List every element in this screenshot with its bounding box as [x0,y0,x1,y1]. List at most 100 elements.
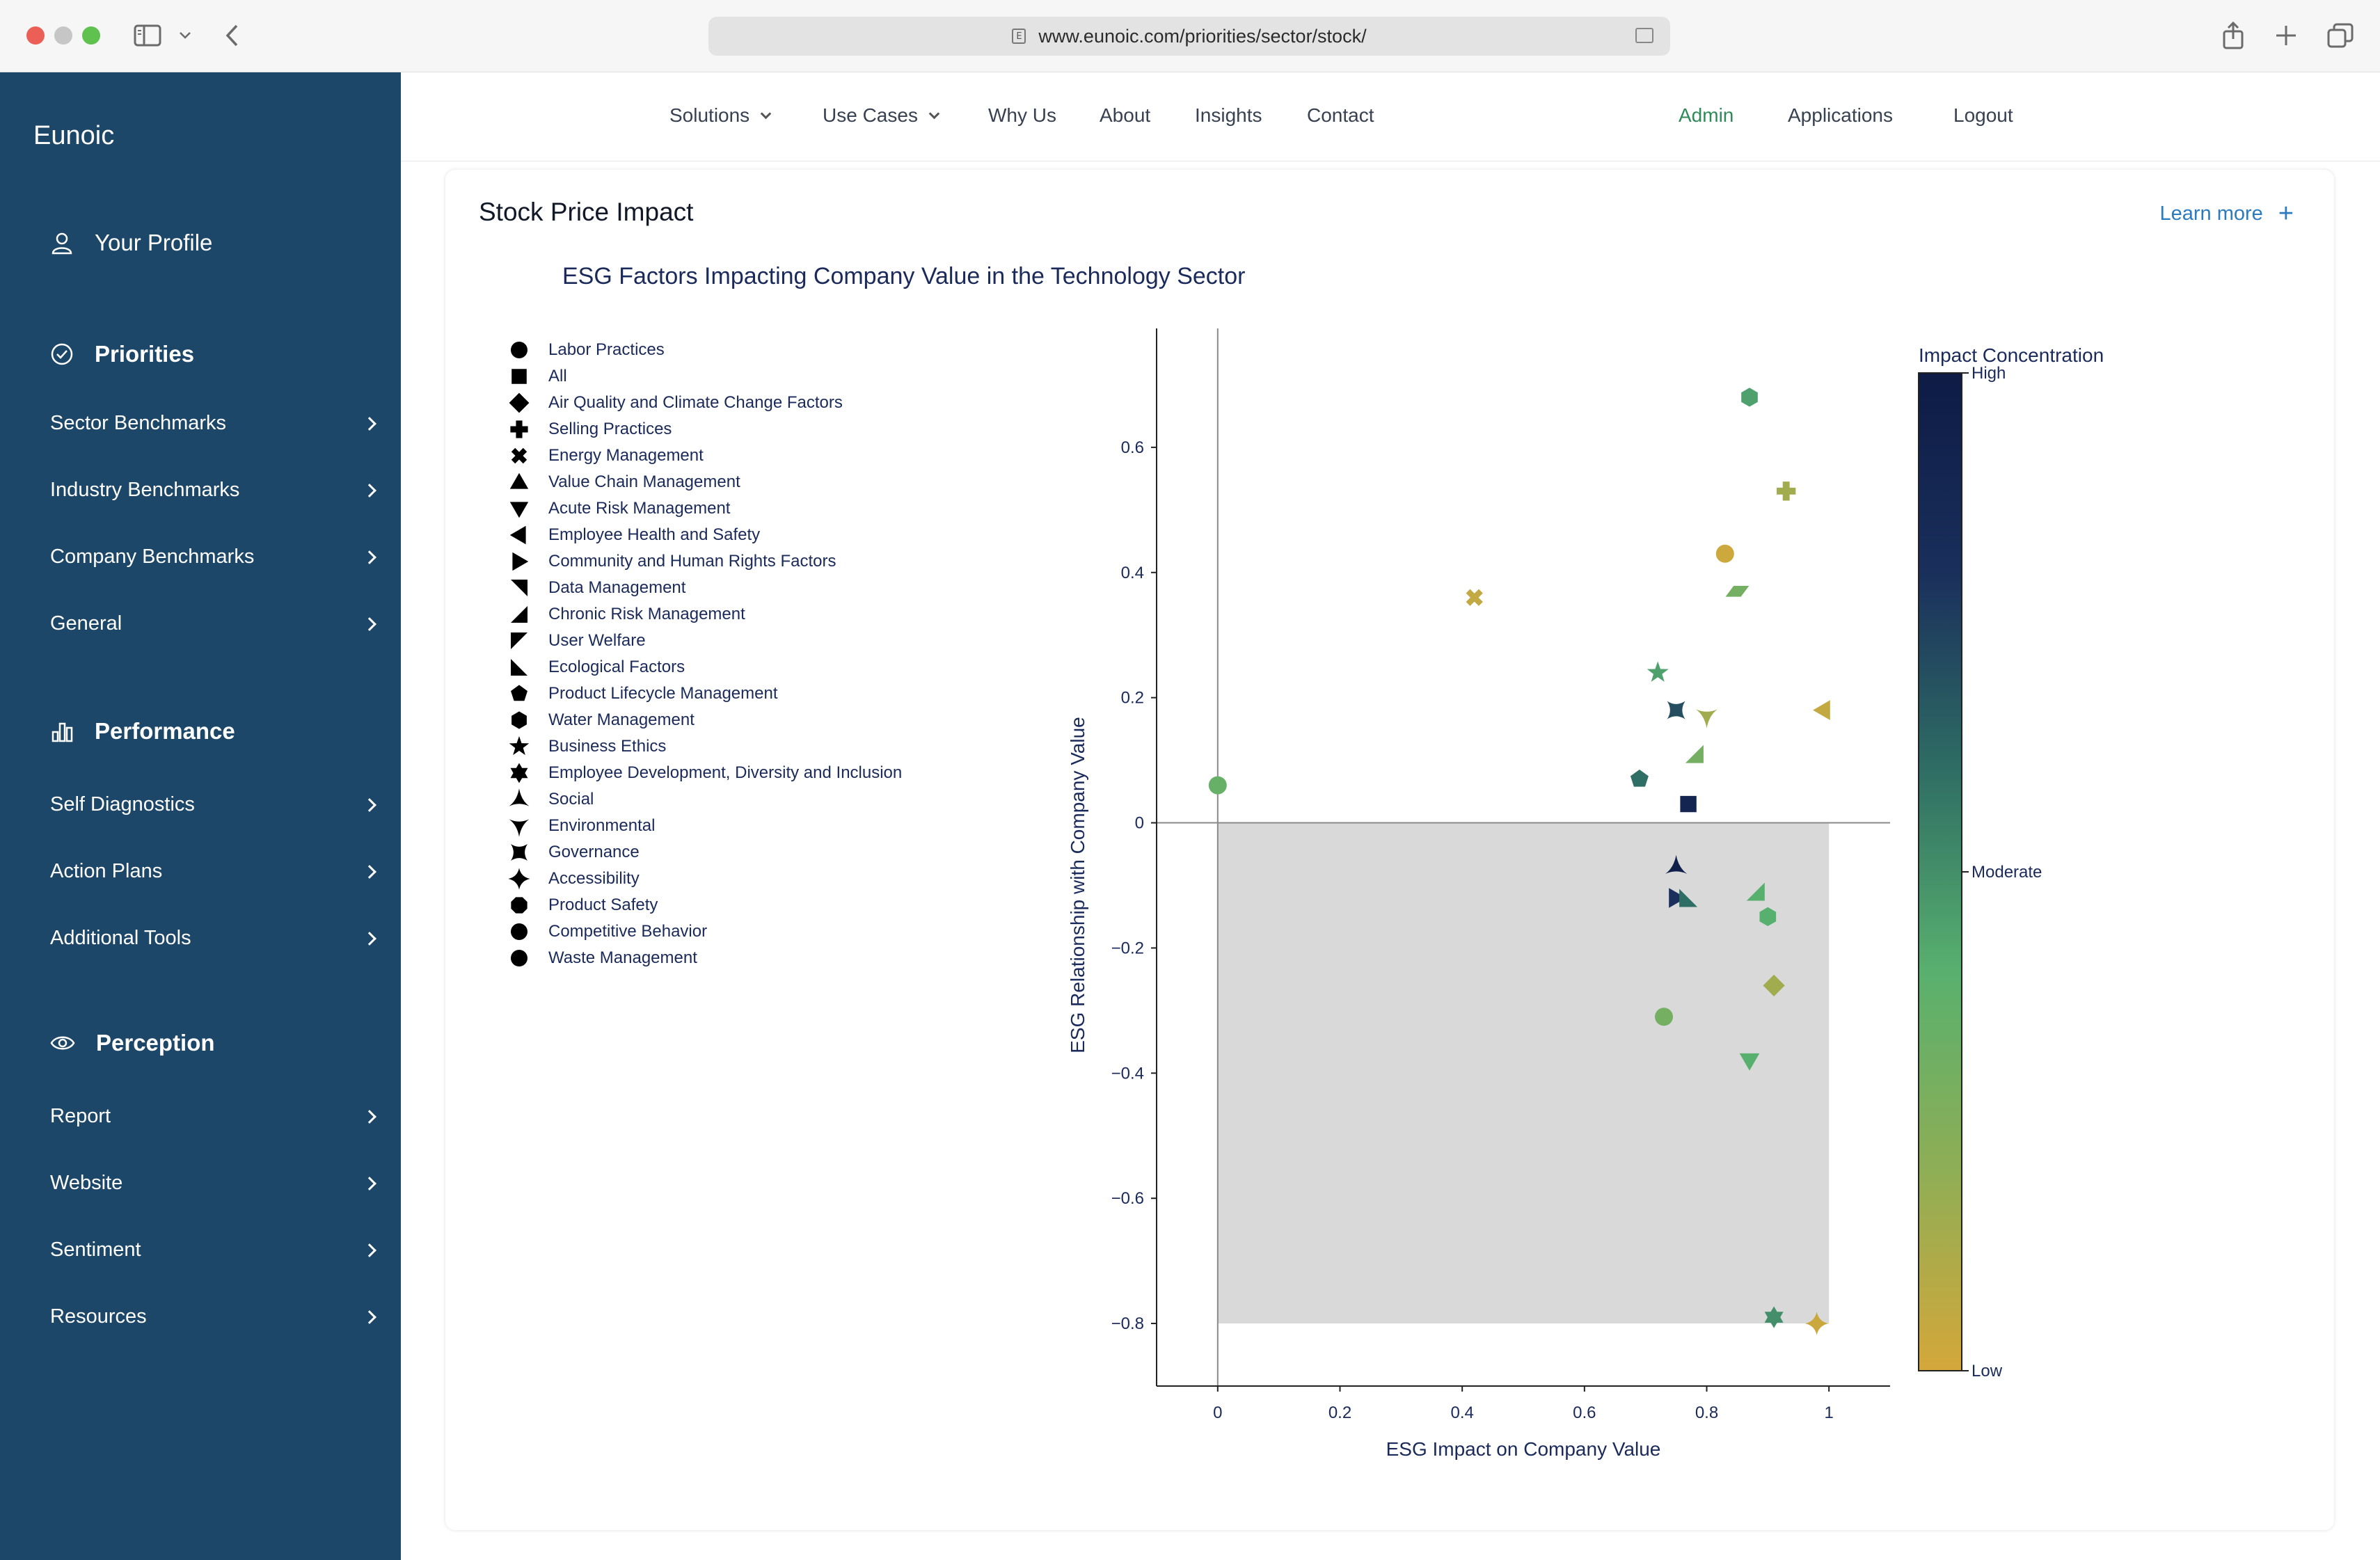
legend-item[interactable]: Air Quality and Climate Change Factors [507,390,843,416]
data-point[interactable] [1739,1053,1760,1071]
sidebar-item-resources[interactable]: Resources [50,1305,381,1328]
sidebar-section-perception[interactable]: Perception [50,1030,215,1056]
sidebar-section-priorities[interactable]: Priorities [50,341,194,367]
close-window-button[interactable] [26,26,45,45]
triangle-sw-marker-icon [511,632,527,649]
nav-solutions[interactable]: Solutions [669,104,772,127]
data-point[interactable] [1679,889,1698,907]
data-point[interactable] [1630,769,1649,787]
data-point[interactable] [1655,1008,1673,1026]
legend-item[interactable]: Environmental [507,813,655,839]
data-point[interactable] [1813,700,1830,720]
legend-label: Product Safety [548,896,658,914]
legend-item[interactable]: Selling Practices [507,416,672,443]
sidebar-item-company-benchmarks[interactable]: Company Benchmarks [50,546,381,568]
sidebar-item-self-diagnostics[interactable]: Self Diagnostics [50,793,381,816]
data-point[interactable] [1741,388,1758,407]
triangle-nw-marker-icon [511,659,527,676]
circle-marker-icon [511,950,527,966]
zoom-window-button[interactable] [82,26,100,45]
nav-logout[interactable]: Logout [1953,104,2013,127]
address-bar[interactable]: E www.eunoic.com/priorities/sector/stock… [708,17,1670,56]
data-point[interactable] [1764,1306,1784,1328]
x-tick-label: 0 [1213,1403,1222,1422]
data-point[interactable] [1665,854,1688,874]
data-point[interactable] [1466,589,1483,606]
legend-label: Selling Practices [548,420,672,438]
data-point[interactable] [1680,795,1697,813]
chevron-down-icon[interactable] [178,18,192,53]
legend-item[interactable]: Social [507,786,594,813]
learn-more-link[interactable]: Learn more + [2159,200,2294,227]
nav-applications[interactable]: Applications [1788,104,1893,127]
back-icon[interactable] [224,18,241,53]
data-point[interactable] [1759,907,1777,927]
data-point[interactable] [1725,586,1750,597]
legend-item[interactable]: Product Lifecycle Management [507,680,778,707]
nav-solutions-label: Solutions [669,104,750,126]
data-point[interactable] [1669,888,1686,908]
legend-item[interactable]: Ecological Factors [507,654,685,680]
data-point[interactable] [1746,882,1765,901]
legend-item[interactable]: Waste Management [507,945,697,971]
sidebar-item-action-plans[interactable]: Action Plans [50,860,381,883]
brand-logo[interactable]: Eunoic [33,121,115,150]
data-point[interactable] [1647,661,1669,682]
sidebar-item-sector-benchmarks[interactable]: Sector Benchmarks [50,412,381,435]
sidebar-item-industry-benchmarks[interactable]: Industry Benchmarks [50,479,381,502]
sidebar-item-website[interactable]: Website [50,1172,381,1195]
nav-why-us[interactable]: Why Us [988,104,1056,127]
data-point[interactable] [1763,974,1785,996]
sidebar-item-sentiment[interactable]: Sentiment [50,1239,381,1261]
sidebar-item-report[interactable]: Report [50,1105,381,1128]
new-tab-icon[interactable] [2274,18,2298,53]
legend-item[interactable]: Product Safety [507,892,658,918]
data-point[interactable] [1685,745,1704,763]
legend-item[interactable]: Competitive Behavior [507,918,707,945]
legend-item[interactable]: Accessibility [507,866,640,892]
nav-contact[interactable]: Contact [1307,104,1374,127]
legend-item[interactable]: Chronic Risk Management [507,601,745,628]
legend-item[interactable]: Governance [507,839,640,866]
data-point[interactable] [1695,709,1718,729]
sidebar-item-additional-tools[interactable]: Additional Tools [50,927,381,950]
nav-contact-label: Contact [1307,104,1374,126]
tab-overview-icon[interactable] [2327,18,2354,53]
data-point[interactable] [1715,544,1734,563]
colorbar-label: High [1972,364,2006,383]
nav-insights[interactable]: Insights [1195,104,1262,127]
legend-item[interactable]: Community and Human Rights Factors [507,548,836,575]
data-point[interactable] [1804,1312,1829,1335]
legend-item[interactable]: Data Management [507,575,685,601]
sidebar-item-general[interactable]: General [50,612,381,635]
nav-use-cases[interactable]: Use Cases [823,104,940,127]
nav-admin[interactable]: Admin [1679,104,1734,127]
site-icon: E [1012,29,1026,44]
legend-item[interactable]: User Welfare [507,628,646,654]
legend-item[interactable]: Water Management [507,707,695,733]
data-point[interactable] [1667,701,1685,719]
sidebar-item-your-profile[interactable]: Your Profile [50,230,212,256]
triangle-ne-marker-icon [511,580,527,596]
legend-label: Business Ethics [548,737,667,756]
minimize-window-button[interactable] [54,26,72,45]
legend-item[interactable]: Labor Practices [507,337,665,363]
legend-item[interactable]: Business Ethics [507,733,666,760]
legend-item[interactable]: Value Chain Management [507,469,740,495]
data-point[interactable] [1208,776,1227,795]
chevron-right-icon [363,483,376,498]
legend-item[interactable]: All [507,363,567,390]
legend-item[interactable]: Employee Health and Safety [507,522,760,548]
reader-icon[interactable] [1635,28,1653,43]
legend-label: Waste Management [548,948,697,967]
sidebar-toggle-icon[interactable] [134,18,161,53]
data-point[interactable] [1777,481,1796,501]
share-icon[interactable] [2221,18,2245,53]
sidebar-section-performance[interactable]: Performance [50,718,235,745]
legend-label: Value Chain Management [548,472,740,491]
legend-item[interactable]: Energy Management [507,443,704,469]
legend-item[interactable]: Acute Risk Management [507,495,730,522]
y-tick-label: −0.2 [1111,939,1144,957]
legend-item[interactable]: Employee Development, Diversity and Incl… [507,760,902,786]
nav-about[interactable]: About [1100,104,1150,127]
